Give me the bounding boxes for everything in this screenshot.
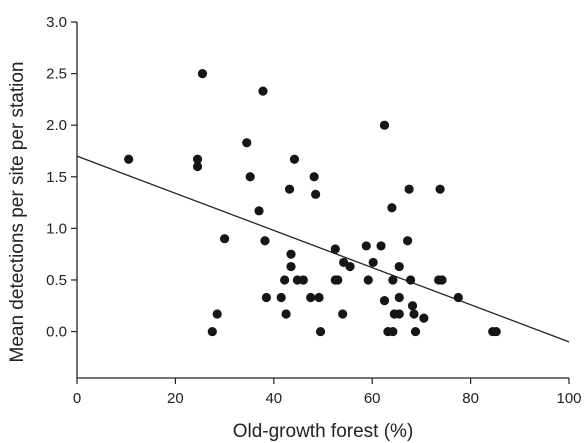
data-point-27 [330,244,340,254]
data-point-1 [192,154,203,164]
data-point-53 [419,313,429,323]
data-point-29 [333,275,343,285]
x-tick-label-2: 40 [265,390,282,407]
data-point-56 [437,275,447,285]
data-point-19 [289,154,300,164]
data-point-47 [403,236,413,246]
data-point-32 [345,261,355,272]
data-point-9 [254,206,264,216]
y-tick-label-2: 1.0 [46,220,67,237]
x-axis-title: Old-growth forest (%) [233,421,414,442]
data-point-24 [311,189,321,199]
data-point-12 [261,292,272,303]
data-point-48 [404,184,414,194]
data-point-51 [409,309,419,319]
data-point-15 [281,309,291,319]
data-point-6 [220,234,230,244]
data-point-34 [363,275,373,285]
data-point-55 [435,184,445,194]
y-tick-label-5: 2.5 [46,66,67,83]
data-point-50 [407,301,418,311]
data-point-5 [212,309,222,319]
y-tick-label-4: 2.0 [46,117,67,134]
x-tick-label-3: 60 [364,390,381,407]
data-point-23 [309,172,319,182]
data-point-38 [379,120,390,130]
y-tick-label-6: 3.0 [46,14,67,31]
data-point-25 [314,292,324,303]
data-point-41 [388,275,398,285]
data-point-40 [387,203,397,213]
x-ticks: 0 20 40 60 80 100 [73,378,582,407]
data-points [124,68,501,337]
y-axis-title: Mean detections per site per station [7,61,28,362]
x-tick-label-1: 20 [167,390,184,407]
data-point-52 [410,326,421,337]
data-point-2 [192,161,203,172]
data-point-37 [379,296,390,306]
axes [76,22,569,379]
data-point-21 [298,275,308,285]
data-point-3 [197,68,208,79]
data-point-11 [260,236,270,246]
y-tick-label-3: 1.5 [46,169,67,186]
trend-line [76,155,570,343]
y-ticks: 0.0 0.5 1.0 1.5 2.0 2.5 3.0 [46,14,77,341]
data-point-35 [368,257,378,268]
x-tick-label-0: 0 [73,390,81,407]
data-point-17 [286,249,296,259]
data-point-26 [315,326,326,337]
data-point-33 [361,241,371,251]
data-point-10 [258,86,268,96]
data-point-8 [245,172,255,182]
data-point-57 [453,292,463,303]
data-point-49 [405,275,416,285]
y-tick-label-0: 0.0 [46,324,67,341]
data-point-7 [242,138,252,148]
data-point-42 [388,326,398,337]
data-point-4 [207,326,217,337]
data-point-44 [394,261,404,272]
x-tick-label-5: 100 [556,390,581,407]
y-tick-label-1: 0.5 [46,272,67,289]
data-point-18 [286,261,296,272]
data-point-0 [124,154,134,164]
data-point-13 [276,292,286,303]
data-point-30 [338,309,348,319]
data-point-22 [306,292,316,303]
data-point-14 [280,275,290,285]
data-point-46 [394,292,404,303]
data-point-16 [284,184,295,194]
data-point-36 [376,241,386,251]
data-point-59 [491,326,501,337]
x-tick-label-4: 80 [462,390,479,407]
data-point-45 [394,309,404,319]
